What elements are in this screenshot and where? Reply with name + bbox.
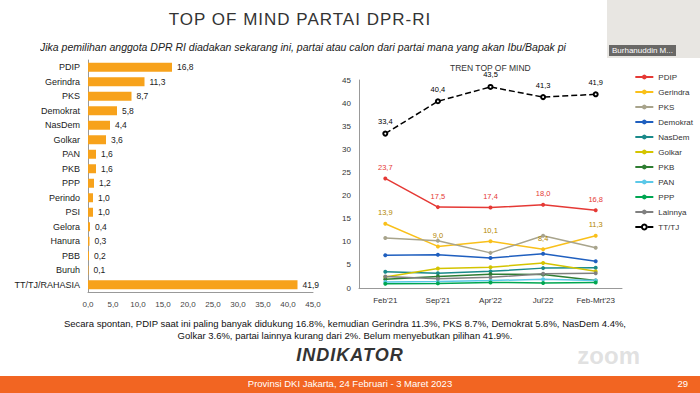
svg-text:0,3: 0,3 (95, 236, 107, 246)
html-text:29: 29 (677, 378, 688, 389)
svg-text:10,1: 10,1 (483, 226, 498, 235)
svg-text:NasDem: NasDem (45, 120, 80, 130)
svg-text:0: 0 (347, 284, 352, 293)
svg-text:25,0: 25,0 (205, 300, 221, 309)
svg-text:35,0: 35,0 (255, 300, 271, 309)
svg-text:41,3: 41,3 (536, 81, 551, 90)
svg-text:Demokrat: Demokrat (658, 118, 693, 127)
svg-text:13,9: 13,9 (378, 208, 393, 217)
svg-text:23,7: 23,7 (378, 163, 393, 172)
svg-text:PDIP: PDIP (59, 62, 80, 72)
svg-text:20: 20 (342, 191, 351, 200)
svg-text:10,0: 10,0 (130, 300, 146, 309)
html-text:TOP OF MIND PARTAI DPR-RI: TOP OF MIND PARTAI DPR-RI (168, 10, 432, 29)
svg-text:Lainnya: Lainnya (658, 208, 687, 217)
svg-text:0,2: 0,2 (94, 251, 106, 261)
svg-text:40,0: 40,0 (280, 300, 296, 309)
svg-text:1,6: 1,6 (101, 149, 113, 159)
html-text:Secara spontan, PDIP saat ini: Secara spontan, PDIP saat ini paling ban… (64, 318, 626, 341)
svg-text:0,0: 0,0 (82, 300, 94, 309)
svg-text:17,4: 17,4 (483, 192, 498, 201)
svg-text:Gelora: Gelora (53, 222, 80, 232)
svg-text:PDIP: PDIP (658, 73, 677, 82)
svg-text:45,0: 45,0 (305, 300, 321, 309)
svg-text:Jul'22: Jul'22 (533, 296, 554, 305)
svg-text:PBB: PBB (62, 251, 80, 261)
svg-text:0,4: 0,4 (95, 222, 107, 232)
svg-text:Apr'22: Apr'22 (479, 296, 502, 305)
svg-text:15: 15 (342, 214, 351, 223)
svg-text:Feb-Mrt'23: Feb-Mrt'23 (576, 296, 615, 305)
svg-text:16,8: 16,8 (177, 62, 194, 72)
svg-text:41,9: 41,9 (303, 280, 320, 290)
svg-text:TT/TJ/RAHASIA: TT/TJ/RAHASIA (14, 280, 80, 290)
svg-text:45: 45 (342, 76, 351, 85)
html-text:Jika pemilihan anggota DPR RI: Jika pemilihan anggota DPR RI diadakan s… (40, 41, 566, 53)
svg-text:35: 35 (342, 122, 351, 131)
svg-text:8,4: 8,4 (538, 234, 548, 243)
svg-text:PSI: PSI (65, 207, 80, 217)
svg-text:Gerindra: Gerindra (45, 77, 80, 87)
svg-text:25: 25 (342, 168, 351, 177)
svg-text:Golkar: Golkar (658, 148, 682, 157)
svg-text:30,0: 30,0 (230, 300, 246, 309)
svg-text:17,5: 17,5 (431, 192, 446, 201)
html-text:Burhanuddin M...: Burhanuddin M... (612, 46, 673, 55)
svg-text:5,8: 5,8 (122, 106, 134, 116)
svg-text:41,9: 41,9 (588, 78, 603, 87)
svg-text:Feb'21: Feb'21 (373, 296, 398, 305)
svg-text:40,4: 40,4 (431, 85, 446, 94)
svg-text:PKB: PKB (658, 163, 674, 172)
svg-text:30: 30 (342, 145, 351, 154)
svg-text:PKS: PKS (658, 103, 674, 112)
svg-text:PPP: PPP (62, 178, 80, 188)
svg-text:10: 10 (342, 237, 351, 246)
svg-text:TREN TOP OF MIND: TREN TOP OF MIND (450, 63, 531, 73)
svg-text:9,0: 9,0 (433, 231, 443, 240)
svg-text:20,0: 20,0 (180, 300, 196, 309)
svg-text:0,1: 0,1 (94, 265, 106, 275)
svg-text:Perindo: Perindo (49, 193, 80, 203)
html-text:INDIKATOR: INDIKATOR (296, 345, 404, 365)
svg-text:15,0: 15,0 (155, 300, 171, 309)
svg-text:1,6: 1,6 (101, 164, 113, 174)
svg-text:33,4: 33,4 (378, 117, 393, 126)
svg-text:Gerindra: Gerindra (658, 88, 690, 97)
svg-text:3,6: 3,6 (111, 135, 123, 145)
svg-text:11,3: 11,3 (589, 220, 603, 229)
svg-text:Demokrat: Demokrat (41, 106, 81, 116)
svg-text:1,2: 1,2 (99, 178, 111, 188)
svg-text:TT/TJ: TT/TJ (658, 223, 679, 232)
svg-text:43,5: 43,5 (483, 70, 498, 80)
svg-text:40: 40 (342, 99, 351, 108)
html-text:Provinsi DKI Jakarta, 24 Febru: Provinsi DKI Jakarta, 24 Februari - 3 Ma… (247, 378, 453, 389)
svg-text:4,4: 4,4 (115, 120, 127, 130)
svg-text:11,3: 11,3 (150, 77, 166, 87)
svg-text:1,0: 1,0 (98, 193, 110, 203)
svg-text:Golkar: Golkar (53, 135, 80, 145)
svg-text:5: 5 (347, 260, 352, 269)
svg-text:8,7: 8,7 (137, 91, 149, 101)
svg-text:Buruh: Buruh (56, 265, 80, 275)
svg-text:PKB: PKB (62, 164, 80, 174)
svg-text:PPP: PPP (658, 193, 674, 202)
svg-text:PKS: PKS (62, 91, 80, 101)
svg-text:Sep'21: Sep'21 (426, 296, 451, 305)
svg-text:PAN: PAN (658, 178, 674, 187)
svg-text:16,8: 16,8 (588, 195, 603, 204)
svg-text:Hanura: Hanura (50, 236, 80, 246)
svg-text:5,0: 5,0 (107, 300, 119, 309)
svg-text:NasDem: NasDem (658, 133, 689, 142)
svg-text:1,0: 1,0 (98, 207, 110, 217)
svg-text:18,0: 18,0 (536, 189, 551, 198)
html-text:zoom: zoom (577, 342, 640, 369)
svg-text:PAN: PAN (62, 149, 80, 159)
